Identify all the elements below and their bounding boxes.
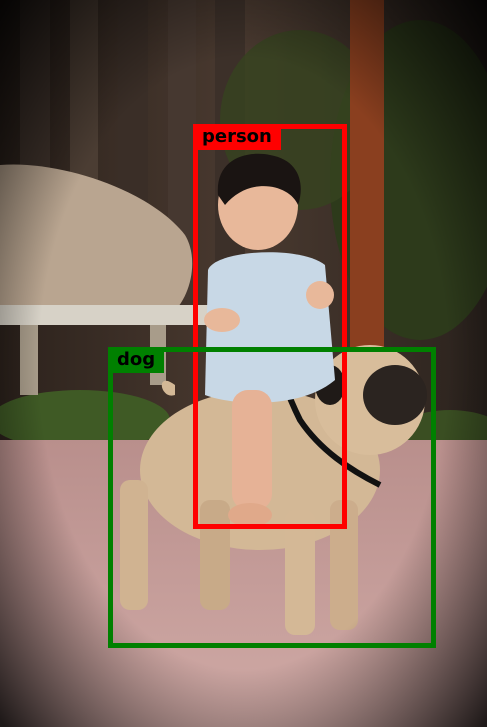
dog-bounding-box [108,347,436,648]
person-label: person [193,124,281,150]
dog-label: dog [108,347,165,373]
